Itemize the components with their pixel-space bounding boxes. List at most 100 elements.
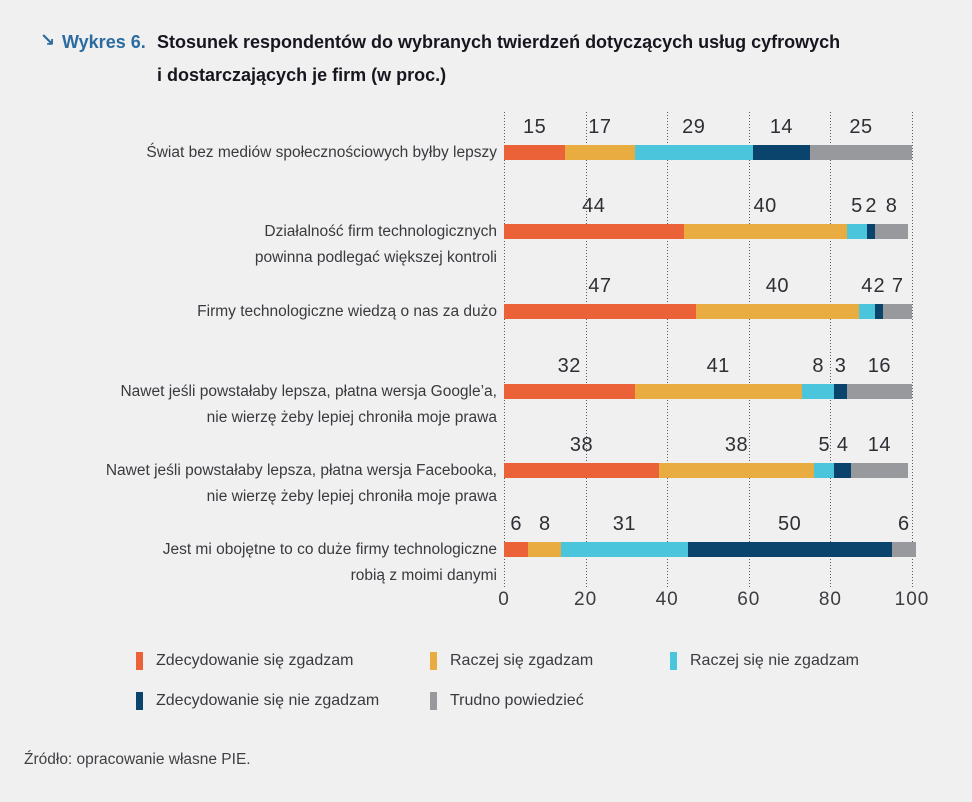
bar-segment	[846, 384, 912, 399]
bar-segment	[683, 224, 847, 239]
category-label: Działalność firm technologicznych powinn…	[254, 223, 497, 266]
axis-tick-40: 40	[655, 589, 679, 610]
bar-segment	[634, 384, 802, 399]
value-label: 5	[851, 195, 863, 217]
axis-tick-0: 0	[498, 589, 510, 610]
category-label: Świat bez mediów społecznościowych byłby…	[146, 144, 497, 161]
value-label: 32	[557, 355, 581, 377]
bar-segment	[875, 304, 884, 319]
value-label: 8	[885, 195, 898, 217]
value-label: 7	[891, 275, 904, 297]
bar-segment	[634, 145, 753, 160]
legend-swatch-icon	[430, 692, 437, 710]
legend-swatch-icon	[136, 692, 143, 710]
gridline-20	[585, 112, 587, 588]
bar-row	[504, 224, 908, 239]
value-label: 38	[724, 434, 749, 456]
figure-title-line1: Stosunek respondentów do wybranych twier…	[157, 32, 841, 52]
bar-segment	[834, 463, 851, 478]
value-label: 31	[612, 513, 636, 535]
bar-segment	[801, 384, 835, 399]
bar-row	[504, 384, 912, 399]
legend-label: Zdecydowanie się nie zgadzam	[156, 692, 380, 709]
value-label: 4	[861, 275, 873, 297]
bar-segment	[528, 542, 562, 557]
bar-segment	[891, 542, 917, 557]
axis-tick-20: 20	[574, 589, 598, 610]
legend-item: Raczej się nie zgadzam	[670, 652, 859, 670]
bar-segment	[867, 224, 876, 239]
gridline-0	[504, 112, 505, 588]
value-label: 40	[753, 195, 777, 217]
bar-segment	[504, 224, 684, 239]
value-label: 2	[865, 195, 877, 217]
bar-row	[504, 542, 917, 557]
bar-segment	[565, 145, 635, 160]
legend-swatch-icon	[670, 652, 677, 670]
value-label: 6	[510, 513, 523, 535]
bar-segment	[504, 384, 635, 399]
value-label: 29	[682, 116, 706, 138]
legend-swatch-icon	[136, 652, 143, 670]
legend-label: Raczej się zgadzam	[450, 652, 594, 669]
value-label: 2	[873, 275, 886, 297]
gridline-80	[830, 112, 832, 588]
figure-title-line2: i dostarczających je firm (w proc.)	[157, 65, 447, 85]
gridline-100	[912, 112, 913, 588]
bar-segment	[659, 463, 815, 478]
value-label: 5	[818, 434, 831, 456]
legend-label: Trudno powiedzieć	[450, 692, 584, 709]
legend-label: Zdecydowanie się zgadzam	[156, 652, 354, 669]
legend-item: Zdecydowanie się zgadzam	[136, 652, 353, 670]
value-label: 14	[867, 434, 891, 456]
value-label: 41	[706, 355, 730, 377]
bar-row	[504, 145, 912, 160]
value-label: 50	[777, 513, 802, 535]
value-label: 25	[849, 116, 873, 138]
bar-segment	[752, 145, 810, 160]
value-label: 6	[898, 513, 910, 535]
source-note: Źródło: opracowanie własne PIE.	[24, 751, 251, 768]
legend-item: Zdecydowanie się nie zgadzam	[136, 692, 379, 710]
legend-item: Raczej się zgadzam	[430, 652, 593, 670]
bar-segment	[846, 224, 868, 239]
bar-segment	[504, 542, 529, 557]
bar-segment	[561, 542, 688, 557]
value-label: 38	[569, 434, 594, 456]
category-label: Firmy technologiczne wiedzą o nas za duż…	[197, 303, 497, 320]
bar-segment	[687, 542, 892, 557]
figure-arrow-icon: ↘	[40, 30, 56, 51]
legend-swatch-icon	[430, 652, 437, 670]
value-label: 3	[834, 355, 847, 377]
bar-segment	[814, 463, 835, 478]
axis-tick-100: 100	[894, 589, 930, 610]
value-label: 4	[836, 434, 849, 456]
bar-segment	[504, 304, 696, 319]
figure-tag: Wykres 6.	[62, 32, 146, 52]
axis-tick-80: 80	[818, 589, 842, 610]
bar-segment	[809, 145, 912, 160]
legend-item: Trudno powiedzieć	[430, 692, 584, 710]
gridline-40	[667, 112, 669, 588]
bar-segment	[858, 304, 876, 319]
bar-segment	[504, 145, 566, 160]
gridline-60	[748, 112, 750, 588]
bar-row	[504, 304, 912, 319]
axis-tick-60: 60	[737, 589, 761, 610]
bar-segment	[850, 463, 908, 478]
value-label: 47	[588, 275, 612, 297]
bar-segment	[504, 463, 660, 478]
value-label: 14	[769, 116, 794, 138]
value-label: 44	[582, 195, 606, 217]
category-label: Nawet jeśli powstałaby lepsza, płatna we…	[120, 383, 497, 426]
value-label: 40	[765, 275, 789, 297]
value-label: 15	[522, 116, 547, 138]
value-label: 17	[588, 116, 612, 138]
value-label: 8	[538, 513, 551, 535]
bar-segment	[834, 384, 847, 399]
legend-label: Raczej się nie zgadzam	[690, 652, 859, 669]
category-label: Nawet jeśli powstałaby lepsza, płatna we…	[105, 462, 497, 505]
